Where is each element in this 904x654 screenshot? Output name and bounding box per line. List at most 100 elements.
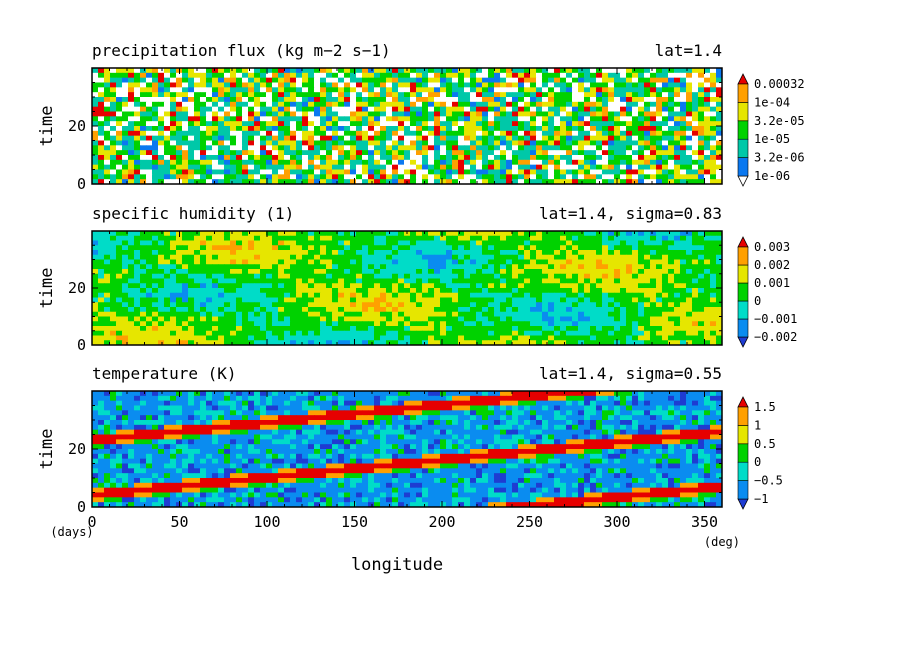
heatmap-cell	[278, 316, 285, 322]
heatmap-cell	[236, 292, 243, 298]
heatmap-cell	[296, 159, 303, 166]
heatmap-cell	[164, 179, 171, 185]
heatmap-cell	[518, 140, 525, 146]
heatmap-cell	[584, 130, 591, 137]
heatmap-cell	[704, 179, 711, 185]
heatmap-cell	[608, 92, 615, 98]
heatmap-cell	[506, 321, 513, 327]
heatmap-cell	[170, 87, 177, 93]
heatmap-cell	[410, 283, 417, 289]
heatmap-cell	[146, 330, 153, 336]
heatmap-cell	[410, 174, 417, 180]
heatmap-cell	[692, 179, 699, 185]
heatmap-cell	[344, 307, 351, 313]
heatmap-cell	[554, 140, 561, 146]
heatmap-cell	[560, 111, 567, 117]
heatmap-cell	[392, 264, 399, 270]
heatmap-cell	[698, 283, 705, 289]
heatmap-cell	[116, 121, 123, 127]
heatmap-cell	[344, 297, 351, 303]
heatmap-cell	[92, 111, 99, 117]
heatmap-cell	[596, 292, 603, 298]
heatmap-cell	[266, 97, 273, 103]
heatmap-cell	[476, 326, 483, 332]
heatmap-cell	[122, 72, 129, 79]
heatmap-cell	[488, 259, 495, 265]
heatmap-cell	[632, 135, 639, 141]
heatmap-cell	[674, 269, 681, 275]
heatmap-cell	[320, 278, 327, 284]
heatmap-cell	[170, 150, 177, 156]
heatmap-cell	[464, 235, 471, 241]
heatmap-cell	[512, 106, 519, 112]
heatmap-cell	[578, 174, 585, 180]
heatmap-cell	[152, 155, 159, 161]
heatmap-cell	[596, 155, 603, 161]
heatmap-cell	[236, 297, 243, 303]
heatmap-cell	[182, 159, 189, 166]
heatmap-cell	[680, 264, 687, 270]
heatmap-cell	[182, 335, 189, 341]
heatmap-cell	[254, 72, 261, 79]
heatmap-cell	[332, 135, 339, 141]
heatmap-cell	[206, 179, 213, 185]
heatmap-cell	[566, 297, 573, 303]
heatmap-cell	[668, 250, 675, 256]
heatmap-cell	[404, 116, 411, 122]
heatmap-cell	[440, 264, 447, 270]
heatmap-cell	[326, 169, 333, 175]
heatmap-cell	[314, 150, 321, 156]
heatmap-cell	[524, 283, 531, 289]
heatmap-cell	[350, 97, 357, 103]
heatmap-cell	[620, 264, 627, 270]
heatmap-cell	[404, 121, 411, 127]
heatmap-cell	[500, 245, 507, 251]
heatmap-cell	[362, 269, 369, 275]
heatmap-cell	[122, 288, 129, 294]
heatmap-cell	[452, 292, 459, 298]
panel-1: specific humidity (1) lat=1.4, sigma=0.83…	[37, 204, 797, 354]
heatmap-cell	[248, 130, 255, 137]
heatmap-cell	[398, 126, 405, 132]
heatmap-cell	[392, 126, 399, 132]
heatmap-cell	[650, 92, 657, 98]
heatmap-cell	[554, 283, 561, 289]
heatmap-cell	[296, 68, 303, 74]
heatmap-cell	[398, 121, 405, 127]
heatmap-cell	[410, 92, 417, 98]
heatmap-cell	[638, 126, 645, 132]
heatmap-cell	[284, 164, 291, 170]
heatmap-cell	[146, 159, 153, 166]
heatmap-cell	[566, 97, 573, 103]
heatmap-cell	[488, 159, 495, 166]
heatmap-cell	[122, 250, 129, 256]
heatmap-cell	[458, 311, 465, 317]
heatmap-cell	[434, 135, 441, 141]
heatmap-cell	[158, 106, 165, 112]
heatmap-cell	[158, 174, 165, 180]
heatmap-cell	[428, 159, 435, 166]
heatmap-cell	[680, 316, 687, 322]
heatmap-cell	[506, 297, 513, 303]
heatmap-cell	[374, 321, 381, 327]
heatmap-cell	[680, 269, 687, 275]
heatmap-cell	[272, 259, 279, 265]
heatmap-cell	[404, 269, 411, 275]
heatmap-cell	[134, 77, 141, 83]
heatmap-cell	[374, 97, 381, 103]
heatmap-cell	[404, 97, 411, 103]
heatmap-cell	[188, 278, 195, 284]
heatmap-cell	[632, 326, 639, 332]
heatmap-cell	[470, 116, 477, 122]
heatmap-cell	[350, 259, 357, 265]
heatmap-cell	[152, 321, 159, 327]
heatmap-cell	[152, 335, 159, 341]
heatmap-cell	[320, 135, 327, 141]
heatmap-cell	[170, 245, 177, 251]
heatmap-cell	[194, 297, 201, 303]
heatmap-cell	[152, 302, 159, 308]
heatmap-cell	[158, 82, 165, 88]
heatmap-cell	[506, 159, 513, 166]
heatmap-cell	[386, 159, 393, 166]
